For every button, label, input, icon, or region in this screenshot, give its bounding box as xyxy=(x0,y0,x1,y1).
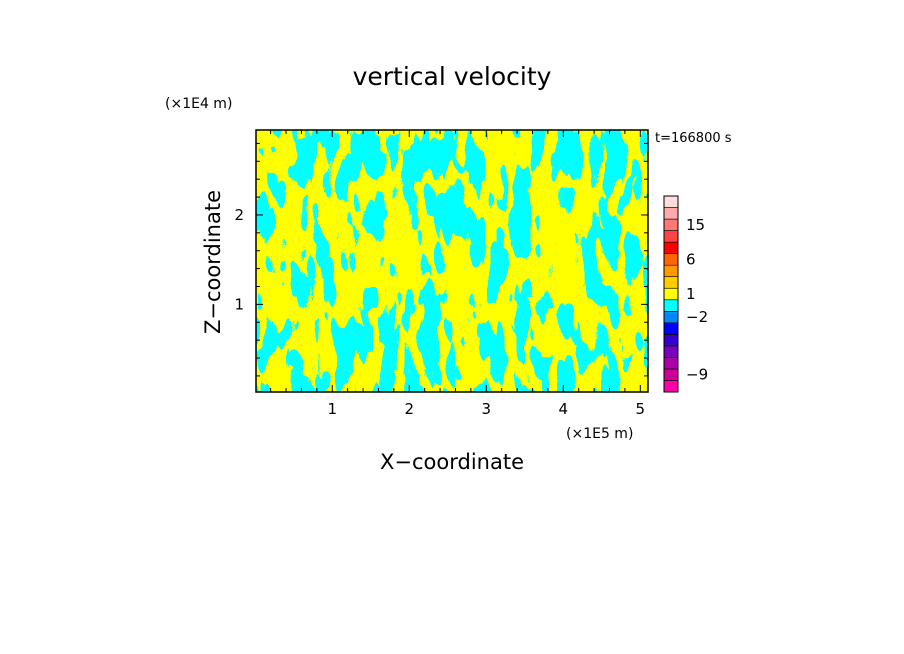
x-axis-label: X−coordinate xyxy=(380,450,524,474)
colorbar-level xyxy=(663,276,679,289)
colorbar-level xyxy=(663,230,679,243)
plot-area xyxy=(256,130,648,392)
colorbar-level xyxy=(663,345,679,358)
colorbar-level xyxy=(663,299,679,312)
x-tick-label: 2 xyxy=(404,400,414,418)
colorbar-level xyxy=(663,253,679,266)
colorbar-label: −2 xyxy=(686,308,708,326)
colorbar-level xyxy=(663,264,679,278)
y-unit-label: (×1E4 m) xyxy=(165,96,232,112)
colorbar-label: −9 xyxy=(686,366,708,384)
colorbar-label: 6 xyxy=(686,250,696,268)
colorbar-level xyxy=(663,310,679,324)
colorbar-level xyxy=(663,195,679,208)
x-axis: 1 2 3 4 5 xyxy=(270,130,646,418)
y-tick-label: 1 xyxy=(234,295,244,313)
colorbar-label: 15 xyxy=(686,216,705,234)
plot-frame xyxy=(255,129,649,393)
colorbar-level xyxy=(663,287,679,301)
colorbar-label: 1 xyxy=(686,285,696,303)
chart-title: vertical velocity xyxy=(353,62,552,91)
x-tick-label: 5 xyxy=(636,400,646,418)
positive-velocity-field xyxy=(256,130,648,392)
colorbar-level xyxy=(663,207,679,220)
y-tick-label: 2 xyxy=(234,206,244,224)
y-axis: 12 xyxy=(234,142,648,377)
colorbar-level xyxy=(663,380,679,393)
colorbar-level xyxy=(663,368,679,381)
x-unit-label: (×1E5 m) xyxy=(566,426,633,442)
time-label: t=166800 s xyxy=(655,131,732,146)
x-tick-label: 4 xyxy=(559,400,569,418)
colorbar-level xyxy=(663,357,679,370)
colorbar-level xyxy=(663,241,679,254)
colorbar-level xyxy=(663,322,679,335)
x-tick-label: 3 xyxy=(481,400,491,418)
y-axis-label: Z−coordinate xyxy=(201,190,225,334)
colorbar-level xyxy=(663,334,679,347)
colorbar-level xyxy=(663,218,679,231)
colorbar: 15 6 1 −2 −9 xyxy=(663,195,708,393)
x-tick-label: 1 xyxy=(327,400,337,418)
colorbar-frame xyxy=(663,195,679,393)
